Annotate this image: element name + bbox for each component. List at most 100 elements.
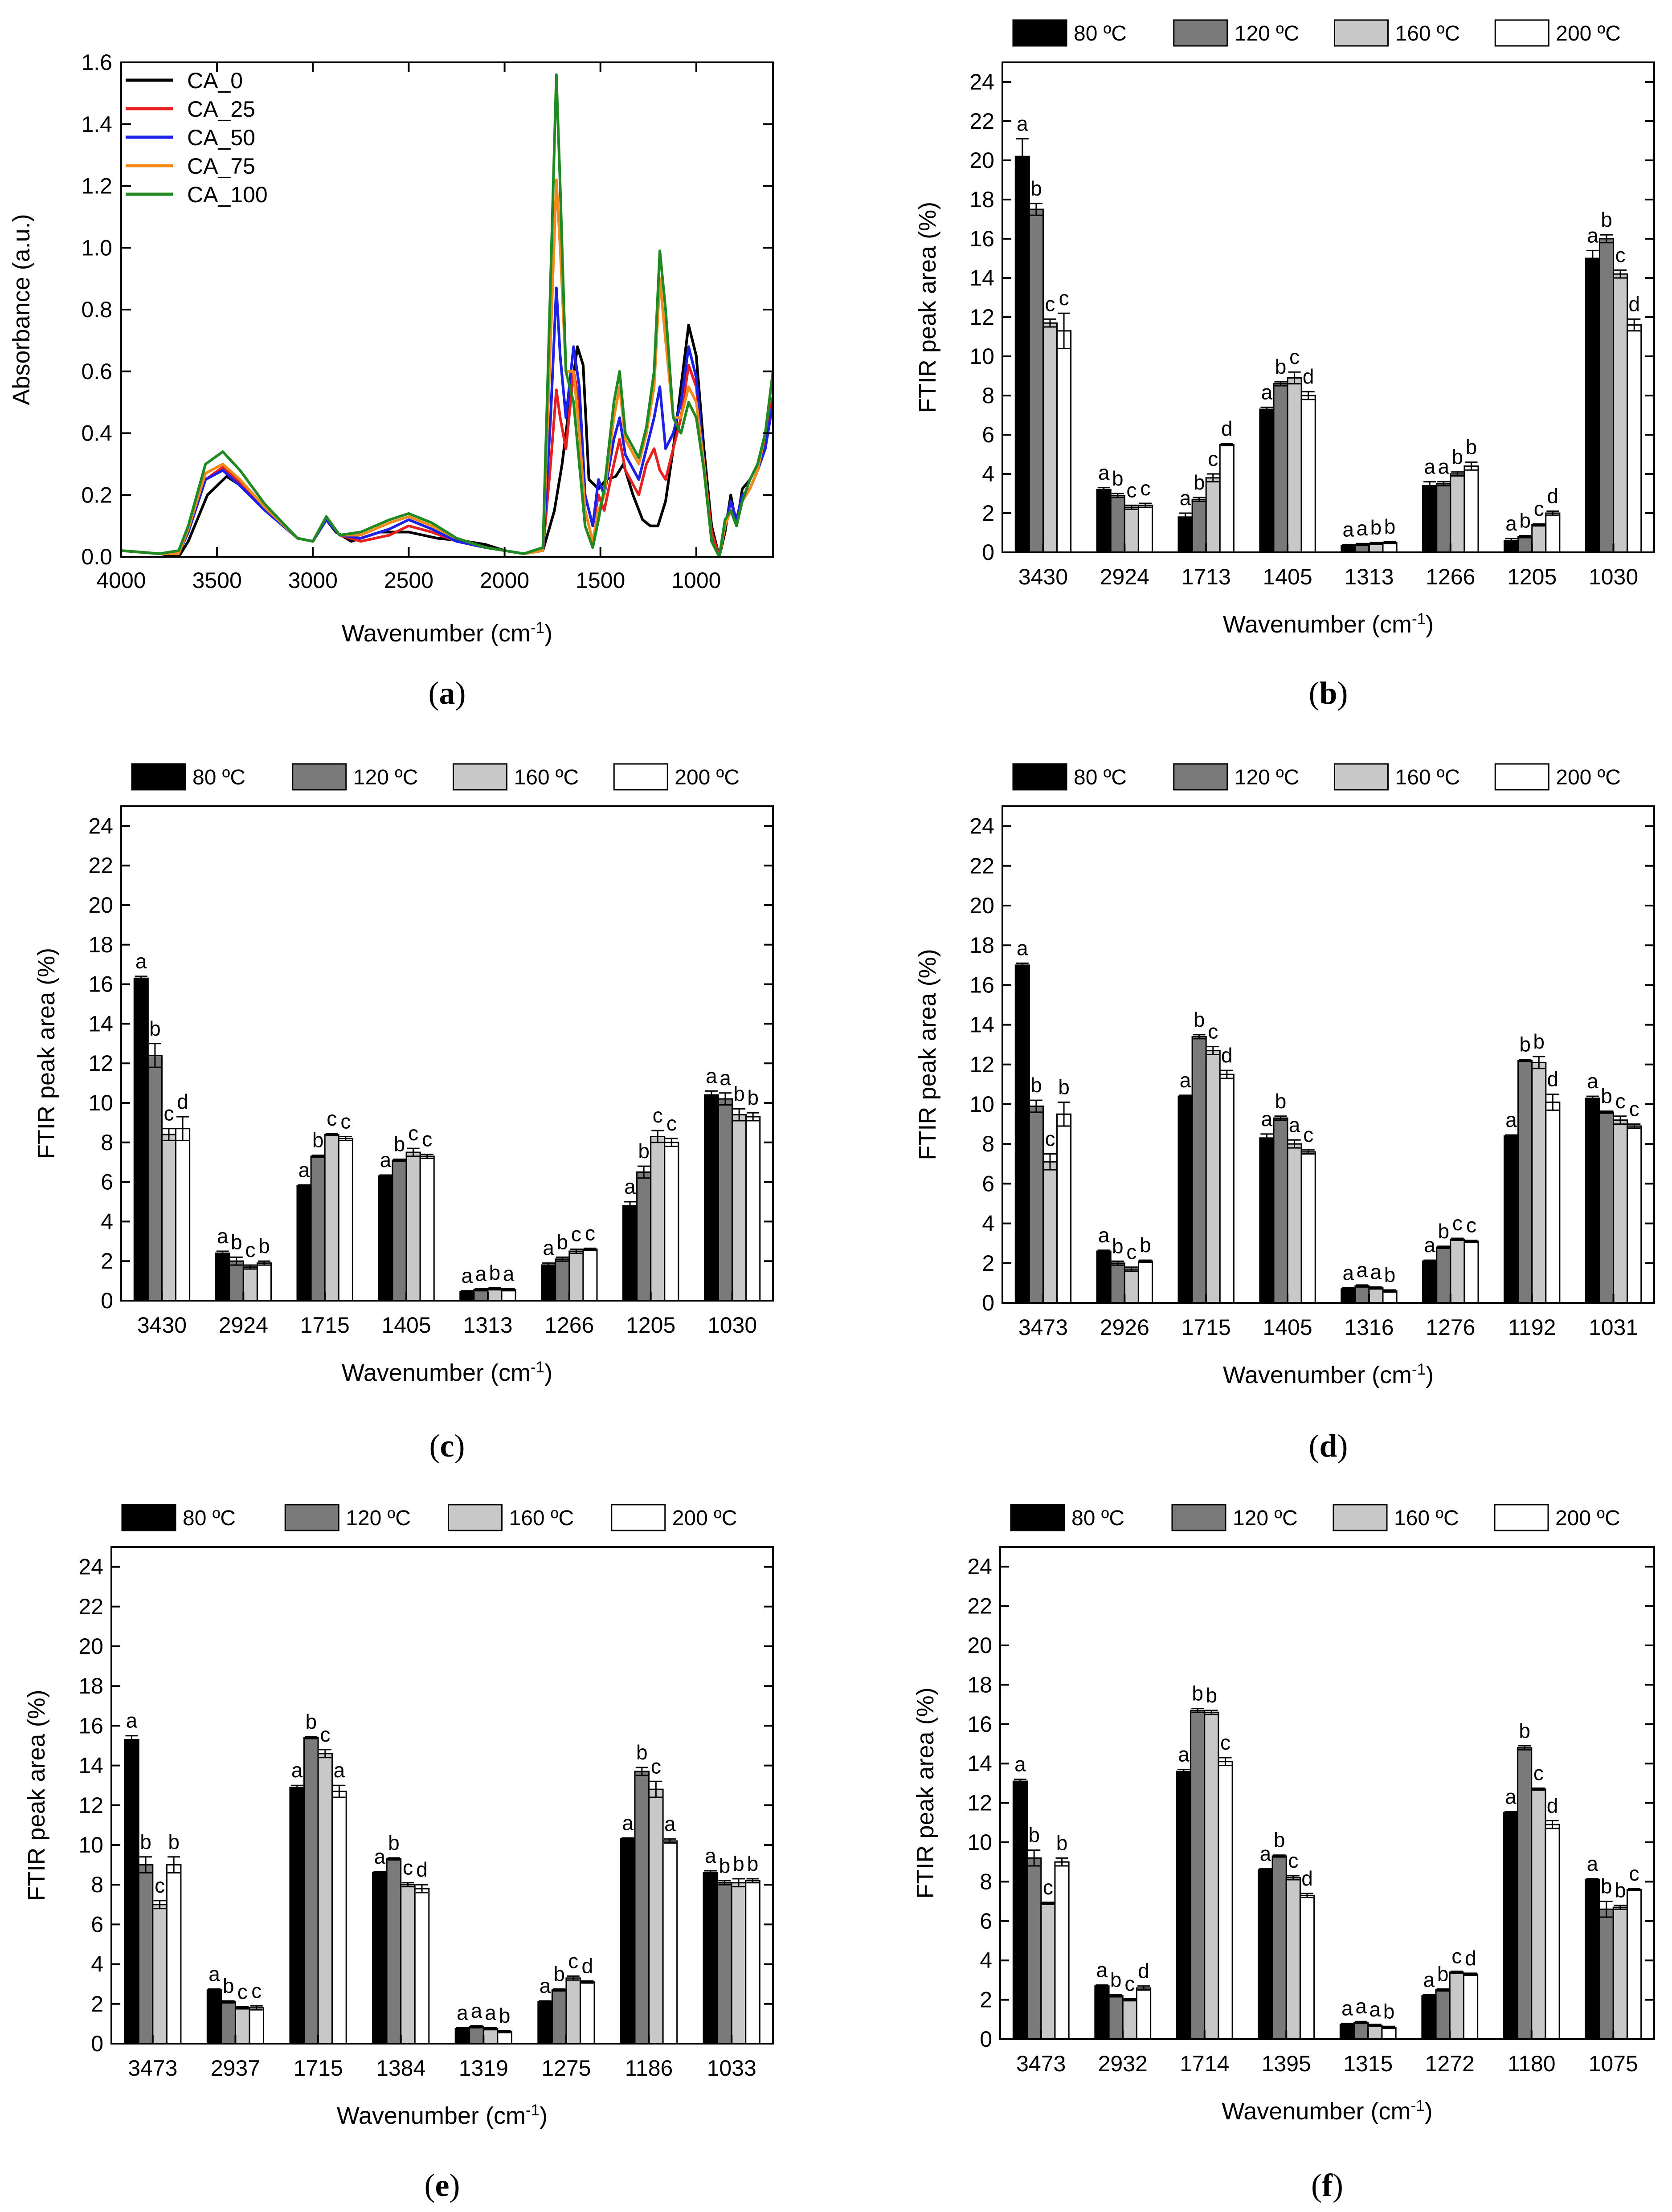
bar — [1612, 1906, 1628, 2040]
significance-letter: c — [1615, 243, 1626, 266]
bar — [717, 1098, 733, 1302]
y-tick-label: 20 — [88, 893, 113, 918]
bar — [229, 1260, 244, 1302]
bar — [215, 1252, 230, 1302]
x-tick-label: 1030 — [707, 1313, 757, 1338]
bar — [622, 1205, 638, 1302]
bar — [1137, 504, 1153, 553]
panel-caption: (e) — [425, 2167, 460, 2203]
legend-label: 120 ºC — [1233, 1506, 1298, 1530]
bar — [1219, 444, 1235, 553]
significance-letter: c — [251, 1979, 262, 2002]
significance-letter: b — [553, 1962, 565, 1985]
x-tick-label: 1405 — [381, 1313, 431, 1338]
significance-letter: b — [1519, 1719, 1530, 1742]
bar — [1258, 1869, 1273, 2040]
bar — [1300, 1151, 1316, 1304]
bar — [1354, 1285, 1370, 1304]
plot-frame — [999, 1546, 1655, 2040]
y-tick-label: 18 — [969, 933, 994, 958]
significance-letter: a — [1343, 1261, 1354, 1285]
bar — [703, 1872, 719, 2045]
significance-letter: b — [1601, 1875, 1612, 1898]
significance-letter: a — [380, 1148, 392, 1171]
bar — [372, 1872, 388, 2045]
bar — [1014, 155, 1030, 553]
significance-letter: b — [1194, 1008, 1205, 1031]
legend-swatch — [1012, 763, 1067, 791]
significance-letter: b — [394, 1133, 405, 1156]
bar — [1110, 1262, 1125, 1304]
x-tick-label: 1180 — [1508, 2051, 1556, 2076]
y-tick-label: 0 — [91, 2031, 103, 2056]
y-axis-title: FTIR peak area (%) — [23, 1690, 50, 1901]
bar — [147, 1054, 163, 1302]
y-axis-title: FTIR peak area (%) — [914, 202, 941, 413]
significance-letter: b — [1058, 1076, 1070, 1099]
significance-letter: a — [543, 1237, 554, 1260]
x-tick-label: 1715 — [300, 1313, 350, 1338]
significance-letter: b — [1452, 445, 1464, 469]
bar — [620, 1838, 636, 2045]
y-tick-label: 2 — [980, 1988, 992, 2012]
significance-letter: a — [1369, 1998, 1381, 2021]
bar — [1449, 1971, 1464, 2040]
y-tick-label: 22 — [78, 1594, 103, 1619]
legend-label: 120 ºC — [353, 766, 418, 789]
bar — [1598, 238, 1615, 553]
y-tick-label: 22 — [969, 109, 994, 134]
bar — [469, 2026, 484, 2045]
bar — [1545, 512, 1561, 553]
bar — [296, 1185, 312, 1302]
legend-label: 160 ºC — [509, 1506, 574, 1530]
bar — [1042, 1161, 1058, 1304]
panel-e: 80 ºC 120 ºC 160 ºC 200 ºCaaaaaaaabbbbabbbc… — [23, 1504, 774, 2203]
x-tick-label: 2924 — [219, 1313, 268, 1338]
bar — [1626, 1889, 1642, 2040]
significance-letter: d — [1547, 485, 1559, 508]
significance-letter: c — [1126, 478, 1136, 502]
bar — [1124, 506, 1139, 553]
bar — [1012, 1780, 1028, 2040]
significance-letter: c — [164, 1102, 174, 1125]
legend-swatch — [292, 763, 347, 791]
significance-letter: c — [1452, 1212, 1463, 1235]
significance-letter: b — [1030, 177, 1042, 200]
x-tick-label: 2924 — [1100, 564, 1149, 589]
bar — [1124, 1268, 1139, 1304]
significance-letter: c — [653, 1104, 663, 1127]
significance-letter: c — [1451, 1945, 1462, 1968]
significance-letter: a — [1098, 1224, 1110, 1247]
bar — [662, 1840, 678, 2045]
significance-letter: c — [1059, 286, 1069, 310]
bar — [1450, 473, 1465, 553]
x-tick-label: 1031 — [1589, 1315, 1638, 1340]
significance-letter: c — [666, 1112, 677, 1135]
y-tick-label: 8 — [982, 383, 994, 408]
x-tick-label: 3000 — [288, 568, 338, 593]
bar — [1341, 1288, 1356, 1304]
bar — [1504, 1135, 1519, 1304]
bar — [731, 1882, 747, 2045]
significance-letter: a — [719, 1066, 731, 1090]
y-tick-label: 16 — [969, 972, 994, 997]
significance-letter: c — [1629, 1098, 1639, 1121]
significance-letter: c — [1124, 1972, 1135, 1995]
significance-letter: a — [1260, 1842, 1271, 1865]
bar — [1435, 1989, 1451, 2040]
significance-letter: b — [1466, 436, 1477, 459]
significance-letter: a — [1357, 1258, 1368, 1281]
bar — [1585, 257, 1600, 553]
bar — [1463, 1973, 1479, 2040]
bar — [1339, 2024, 1355, 2040]
significance-letter: a — [208, 1962, 220, 1985]
y-tick-label: 4 — [101, 1209, 113, 1234]
bar — [1205, 477, 1221, 553]
bar — [1042, 322, 1058, 553]
bar — [1627, 1125, 1642, 1304]
legend-swatch — [1010, 1504, 1065, 1531]
bar — [1014, 964, 1030, 1304]
significance-letter: b — [1275, 1090, 1287, 1113]
significance-letter: c — [327, 1107, 337, 1130]
panel-caption: (d) — [1308, 1428, 1348, 1464]
